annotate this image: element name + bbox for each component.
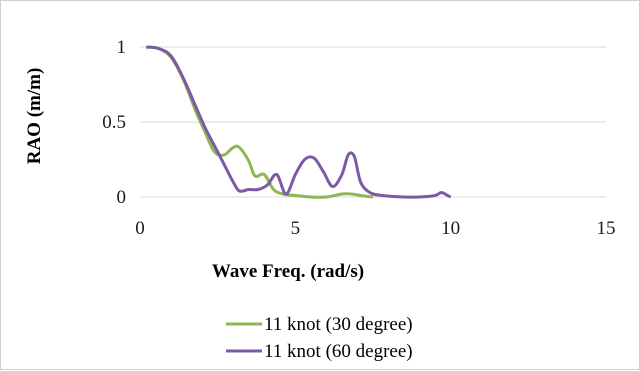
- y-tick-label: 0.5: [102, 112, 126, 133]
- series-layer: [146, 45, 452, 199]
- x-tick-labels: 0 5 10 15: [135, 218, 615, 239]
- x-tick-label: 5: [291, 218, 301, 239]
- y-axis-title: RAO (m/m): [24, 68, 45, 165]
- series-line-60-degree: [146, 45, 452, 199]
- legend: 11 knot (30 degree) 11 knot (60 degree): [226, 314, 413, 362]
- x-tick-label: 15: [597, 218, 616, 239]
- x-axis-title: Wave Freq. (rad/s): [212, 261, 364, 282]
- y-tick-label: 0: [117, 187, 127, 208]
- legend-label-30-degree: 11 knot (30 degree): [264, 314, 413, 335]
- legend-label-60-degree: 11 knot (60 degree): [264, 341, 413, 362]
- x-tick-label: 0: [135, 218, 145, 239]
- x-tick-label: 10: [441, 218, 460, 239]
- y-tick-labels: 00.51: [102, 37, 126, 208]
- y-tick-label: 1: [117, 37, 127, 58]
